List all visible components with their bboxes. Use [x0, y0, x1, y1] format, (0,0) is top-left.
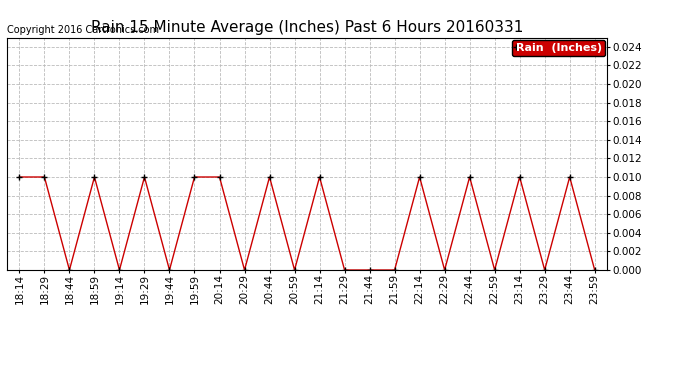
Rain  (Inches)	[591, 268, 599, 272]
Legend: Rain  (Inches): Rain (Inches)	[512, 40, 605, 56]
Rain  (Inches)	[540, 268, 549, 272]
Rain  (Inches)	[40, 175, 48, 179]
Rain  (Inches)	[515, 175, 524, 179]
Title: Rain 15 Minute Average (Inches) Past 6 Hours 20160331: Rain 15 Minute Average (Inches) Past 6 H…	[91, 20, 523, 35]
Rain  (Inches)	[340, 268, 348, 272]
Rain  (Inches)	[240, 268, 248, 272]
Rain  (Inches)	[290, 268, 299, 272]
Rain  (Inches)	[66, 268, 74, 272]
Rain  (Inches)	[466, 175, 474, 179]
Rain  (Inches)	[115, 268, 124, 272]
Rain  (Inches)	[90, 175, 99, 179]
Rain  (Inches)	[440, 268, 449, 272]
Rain  (Inches)	[215, 175, 224, 179]
Rain  (Inches)	[491, 268, 499, 272]
Rain  (Inches)	[315, 175, 324, 179]
Rain  (Inches)	[140, 175, 148, 179]
Rain  (Inches)	[566, 175, 574, 179]
Rain  (Inches)	[391, 268, 399, 272]
Rain  (Inches)	[266, 175, 274, 179]
Rain  (Inches)	[366, 268, 374, 272]
Text: Copyright 2016 Cartronics.com: Copyright 2016 Cartronics.com	[7, 25, 159, 35]
Rain  (Inches)	[190, 175, 199, 179]
Line: Rain  (Inches): Rain (Inches)	[17, 174, 598, 273]
Rain  (Inches)	[15, 175, 23, 179]
Rain  (Inches)	[415, 175, 424, 179]
Rain  (Inches)	[166, 268, 174, 272]
